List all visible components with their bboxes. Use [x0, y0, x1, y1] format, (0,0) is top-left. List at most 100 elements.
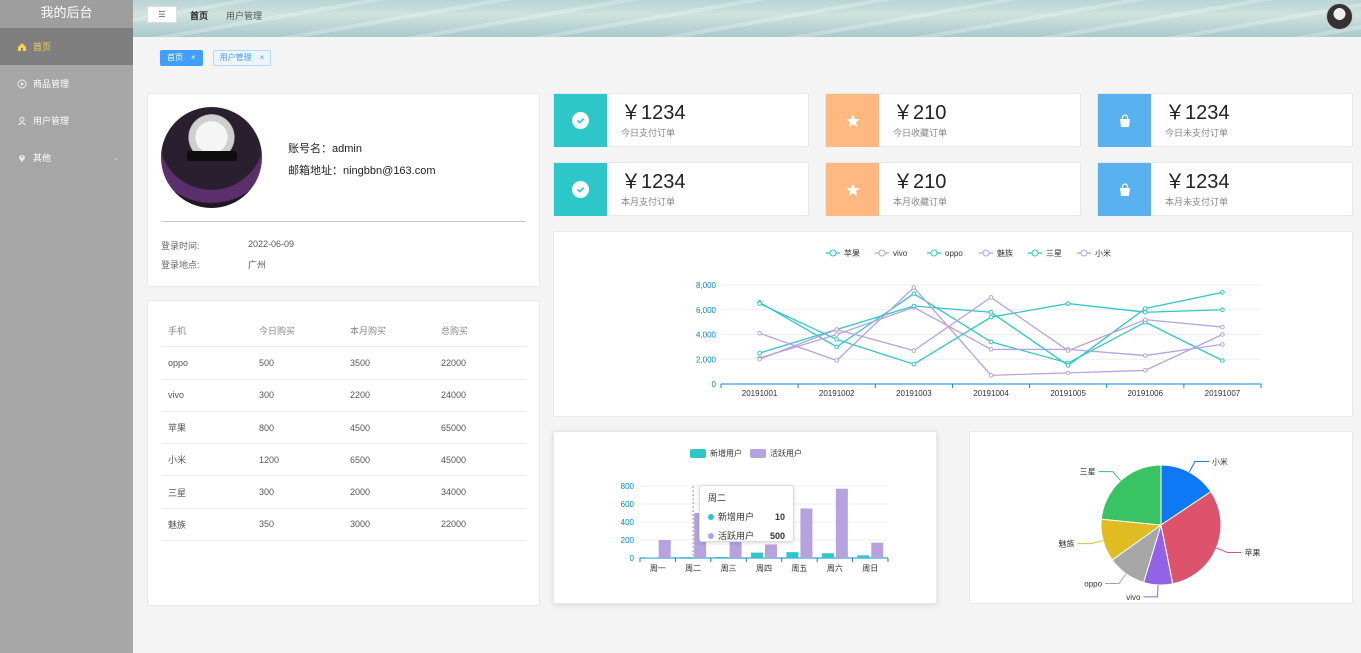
tag-users[interactable]: 用户管理 × — [212, 50, 272, 66]
legend-marker — [982, 249, 990, 257]
menu-toggle-button[interactable]: ☰ — [147, 6, 177, 23]
data-point — [834, 327, 840, 332]
stat-label: 本月支付订单 — [621, 197, 676, 207]
stat-card: ￥210 本月收藏订单 — [825, 162, 1081, 216]
x-tick-label: 20191002 — [819, 389, 855, 398]
table-cell: 苹果 — [168, 423, 187, 434]
legend-marker — [1031, 249, 1039, 257]
avatar[interactable] — [1326, 3, 1353, 30]
data-point — [1142, 353, 1148, 358]
data-point — [911, 361, 917, 367]
table-cell: 45000 — [441, 454, 467, 465]
purchase-table-card: 手机 今日购买 本月购买 总购买 oppo 500 3500 22000 vivo 300 2200… — [147, 300, 540, 606]
line-chart-card: 0 2,000 4,000 6,000 8,000 20191001 20191002 201… — [553, 231, 1353, 417]
table-cell: 三星 — [168, 487, 187, 498]
data-point — [834, 332, 840, 337]
table-row: vivo 300 2200 24000 — [162, 380, 526, 412]
data-point — [1065, 370, 1071, 376]
table-header-cell: 今日购买 — [259, 326, 296, 337]
bar — [658, 540, 671, 558]
tag-bar: 首页 × 用户管理 × — [160, 50, 272, 66]
stat-label: 今日收藏订单 — [893, 128, 948, 138]
data-point — [834, 337, 840, 342]
data-point — [1220, 358, 1225, 363]
stat-card: ￥210 今日收藏订单 — [825, 93, 1081, 147]
legend-item: 活跃用户 — [750, 448, 802, 458]
data-point — [834, 344, 840, 350]
location-icon — [16, 152, 27, 163]
data-point — [988, 309, 994, 315]
login-place: 登录地点: 广州 — [161, 260, 267, 270]
data-point — [1220, 332, 1225, 337]
pie-label-line — [1098, 471, 1122, 481]
legend-label: 活跃用户 — [770, 448, 802, 458]
stat-card: ￥1234 本月未支付订单 — [1097, 162, 1353, 216]
pie-label: 三星 — [1080, 468, 1096, 477]
pie-label: 魅族 — [1058, 539, 1074, 549]
data-point — [1065, 363, 1071, 368]
breadcrumb-users[interactable]: 用户管理 — [226, 11, 263, 21]
table-cell: 800 — [259, 422, 275, 433]
legend-swatch — [750, 449, 766, 458]
data-point — [1220, 290, 1225, 295]
legend-item: vivo — [875, 249, 908, 258]
login-time: 登录时间: 2022-06-09 — [161, 239, 295, 251]
table-cell: 3500 — [350, 357, 371, 368]
table-cell: 6500 — [350, 454, 371, 465]
stat-value: ￥1234 — [621, 102, 686, 124]
table-header-cell: 总购买 — [441, 326, 469, 337]
sidebar-item-users[interactable]: 用户管理 — [0, 102, 133, 139]
y-tick-label: 400 — [621, 518, 635, 527]
bar — [821, 553, 834, 558]
bar — [871, 542, 884, 558]
sidebar-brand: 我的后台 — [0, 0, 133, 28]
legend-swatch — [690, 449, 706, 458]
table-cell: 65000 — [441, 422, 467, 433]
sidebar-item-goods[interactable]: 商品管理 — [0, 65, 133, 102]
data-point — [1065, 348, 1071, 353]
divider — [161, 221, 526, 222]
x-tick-label: 20191006 — [1127, 389, 1163, 398]
legend-item: 三星 — [1028, 249, 1062, 258]
pie-label: 小米 — [1212, 456, 1228, 466]
pie-label: oppo — [1084, 580, 1102, 589]
x-tick-label: 20191003 — [896, 389, 932, 398]
bar — [786, 552, 799, 558]
x-tick-label: 20191005 — [1050, 389, 1086, 398]
line-chart: 0 2,000 4,000 6,000 8,000 20191001 20191002 201… — [696, 248, 1262, 398]
success-icon — [554, 163, 607, 216]
success-icon — [554, 94, 607, 147]
legend-item: 新增用户 — [690, 448, 742, 458]
y-tick-label: 600 — [621, 500, 635, 509]
legend-label: 苹果 — [844, 248, 860, 258]
data-point — [988, 373, 994, 378]
sidebar-item-other[interactable]: 其他 ⌄ — [0, 139, 133, 176]
data-point — [757, 356, 762, 362]
y-tick-label: 8,000 — [696, 281, 717, 290]
x-tick-label: 20191001 — [742, 389, 778, 398]
stat-value: ￥1234 — [1165, 171, 1230, 193]
pie-label: 苹果 — [1245, 548, 1261, 558]
close-icon[interactable]: × — [259, 53, 265, 62]
x-tick-label: 20191007 — [1205, 389, 1241, 398]
legend-label: 魅族 — [997, 248, 1013, 258]
table-cell: 300 — [259, 390, 275, 401]
bar — [800, 508, 813, 558]
table-cell: 2200 — [350, 390, 371, 401]
table-header-cell: 本月购买 — [350, 326, 387, 337]
chevron-down-icon: ⌄ — [113, 154, 119, 162]
breadcrumb-home[interactable]: 首页 — [190, 11, 209, 21]
tag-home[interactable]: 首页 × — [160, 50, 203, 66]
table-cell: 300 — [259, 487, 275, 498]
data-point — [988, 295, 994, 300]
user-name: 账号名：admin — [288, 143, 362, 155]
sidebar-item-home[interactable]: 首页 — [0, 28, 133, 65]
chart-tooltip: 周二 新增用户 10 活跃用户 500 — [699, 485, 794, 542]
pie-label-line — [1188, 460, 1209, 473]
data-point — [1142, 306, 1148, 311]
pie-label-line — [1077, 540, 1104, 545]
legend-label: 新增用户 — [710, 448, 742, 458]
close-icon[interactable]: × — [191, 53, 196, 62]
x-tick-label: 周二 — [685, 564, 701, 573]
